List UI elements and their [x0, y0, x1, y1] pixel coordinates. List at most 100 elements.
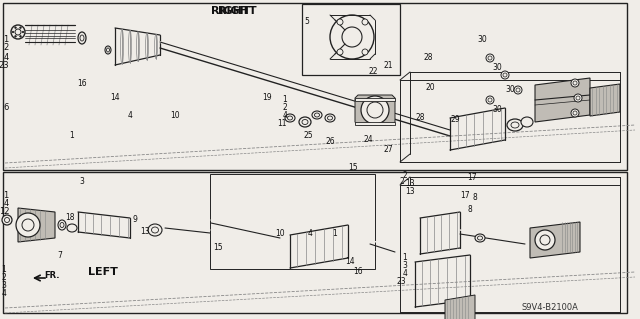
- Text: 8: 8: [472, 194, 477, 203]
- Bar: [355, 98, 395, 101]
- Circle shape: [486, 96, 494, 104]
- Text: 10: 10: [275, 228, 285, 238]
- Text: 21: 21: [383, 61, 393, 70]
- Circle shape: [16, 213, 40, 237]
- Circle shape: [540, 235, 550, 245]
- Ellipse shape: [285, 114, 295, 122]
- Text: 2: 2: [403, 170, 408, 180]
- Text: 30: 30: [477, 35, 487, 44]
- Ellipse shape: [521, 117, 533, 127]
- Text: 30: 30: [505, 85, 515, 94]
- Text: LEFT: LEFT: [88, 267, 118, 277]
- Polygon shape: [450, 108, 505, 150]
- Circle shape: [361, 96, 389, 124]
- Text: 27: 27: [383, 145, 393, 154]
- Text: 12: 12: [0, 206, 9, 216]
- Text: 24: 24: [363, 136, 373, 145]
- Text: 1: 1: [70, 130, 74, 139]
- Text: 16: 16: [77, 79, 87, 88]
- Text: 2: 2: [283, 103, 287, 113]
- Text: 1: 1: [3, 190, 8, 199]
- Text: 8: 8: [468, 205, 472, 214]
- Polygon shape: [445, 295, 475, 319]
- Text: RIGHT: RIGHT: [211, 6, 250, 16]
- Text: 26: 26: [325, 137, 335, 146]
- Circle shape: [342, 27, 362, 47]
- Text: 1: 1: [3, 35, 8, 44]
- Text: 23: 23: [0, 62, 10, 70]
- Text: 15: 15: [213, 243, 223, 253]
- Ellipse shape: [507, 119, 523, 131]
- Polygon shape: [420, 212, 460, 254]
- Text: 17: 17: [467, 174, 477, 182]
- Text: 4: 4: [127, 110, 132, 120]
- Ellipse shape: [325, 114, 335, 122]
- Circle shape: [330, 15, 374, 59]
- Text: 1: 1: [333, 228, 337, 238]
- Circle shape: [337, 49, 343, 55]
- Polygon shape: [290, 225, 348, 268]
- Text: 19: 19: [262, 93, 272, 101]
- Text: 1: 1: [2, 265, 6, 275]
- Circle shape: [2, 215, 12, 225]
- Circle shape: [362, 19, 368, 25]
- Text: 25: 25: [303, 130, 313, 139]
- Text: 13: 13: [405, 188, 415, 197]
- Ellipse shape: [67, 224, 77, 232]
- Text: S9V4-B2100A: S9V4-B2100A: [522, 303, 579, 313]
- Circle shape: [571, 79, 579, 87]
- Circle shape: [367, 102, 383, 118]
- Text: 2: 2: [3, 43, 8, 53]
- Circle shape: [15, 27, 16, 28]
- Bar: [302, 4, 400, 75]
- Circle shape: [571, 109, 579, 117]
- Text: 1: 1: [403, 254, 408, 263]
- Text: 1: 1: [283, 95, 287, 105]
- Ellipse shape: [475, 234, 485, 242]
- Circle shape: [501, 71, 509, 79]
- Text: 3: 3: [1, 281, 6, 291]
- Text: 11: 11: [277, 120, 287, 129]
- Circle shape: [20, 35, 21, 37]
- Polygon shape: [115, 28, 160, 65]
- Text: 2: 2: [399, 177, 404, 187]
- Bar: [210, 174, 375, 269]
- Ellipse shape: [148, 224, 162, 236]
- Text: 4: 4: [1, 290, 6, 299]
- Text: 16: 16: [353, 268, 363, 277]
- Circle shape: [337, 19, 343, 25]
- Circle shape: [20, 27, 21, 28]
- Circle shape: [22, 219, 34, 231]
- Bar: [3, 172, 627, 313]
- Text: 2: 2: [2, 273, 6, 283]
- Circle shape: [574, 94, 582, 102]
- Text: 6: 6: [3, 103, 9, 113]
- Text: 14: 14: [345, 257, 355, 266]
- Circle shape: [22, 31, 24, 33]
- Ellipse shape: [312, 111, 322, 119]
- Ellipse shape: [78, 32, 86, 44]
- Text: 4: 4: [3, 198, 8, 207]
- Circle shape: [11, 25, 25, 39]
- Text: FR.: FR.: [44, 271, 60, 279]
- Text: 3: 3: [79, 177, 84, 187]
- Ellipse shape: [299, 117, 311, 127]
- Text: 29: 29: [450, 115, 460, 124]
- Text: 23: 23: [396, 278, 406, 286]
- Ellipse shape: [105, 46, 111, 54]
- Polygon shape: [535, 78, 590, 122]
- Ellipse shape: [58, 220, 66, 230]
- Text: 3: 3: [403, 262, 408, 271]
- Bar: [3, 3, 627, 170]
- Text: 10: 10: [170, 110, 180, 120]
- Text: 17: 17: [460, 190, 470, 199]
- Circle shape: [12, 31, 14, 33]
- Circle shape: [15, 35, 16, 37]
- Polygon shape: [415, 255, 470, 307]
- Text: 4: 4: [3, 53, 8, 62]
- Text: 18: 18: [65, 213, 75, 222]
- Text: 5: 5: [305, 18, 309, 26]
- Text: 4: 4: [403, 270, 408, 278]
- Circle shape: [514, 86, 522, 94]
- Text: 9: 9: [132, 216, 138, 225]
